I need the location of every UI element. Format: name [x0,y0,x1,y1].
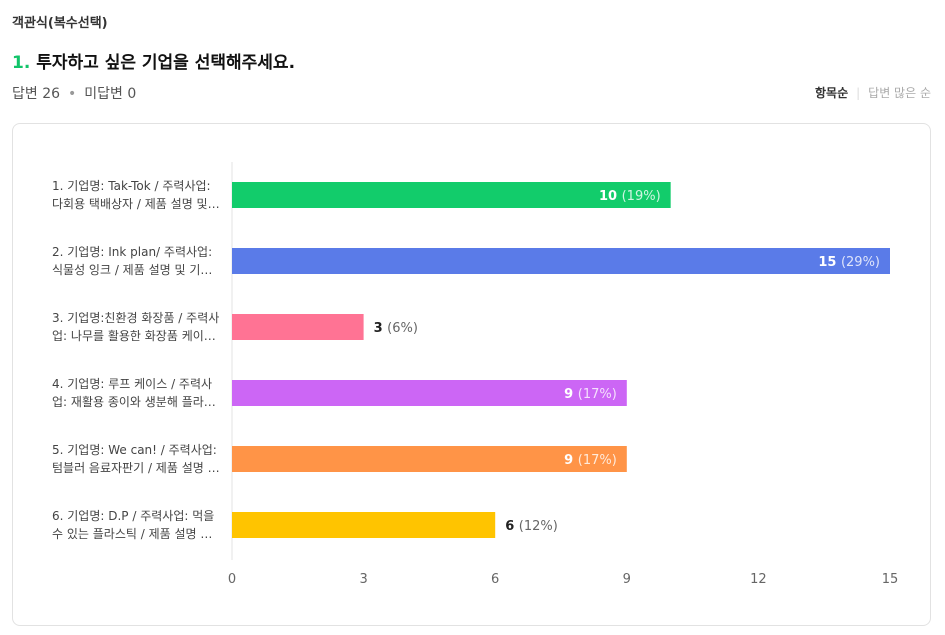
x-tick-label: 0 [228,572,236,587]
data-label: 6 (12%) [505,519,558,534]
category-label: 3. 기업명:친환경 화장품 / 주력사 업: 나무를 활용한 화장품 케이… [52,311,220,343]
sort-by-item[interactable]: 항목순 [814,86,849,100]
answer-stats: 답변 26 • 미답변 0 [12,86,137,102]
bar[interactable] [232,248,890,274]
sort-by-count[interactable]: 답변 많은 순 [868,86,931,100]
bar[interactable] [232,446,627,472]
bar[interactable] [232,512,496,538]
category-label: 2. 기업명: Ink plan/ 주력사업: 식물성 잉크 / 제품 설명 및 … [52,245,213,277]
data-label: 10 (19%) [599,189,661,204]
data-label: 3 (6%) [374,321,418,336]
data-label: 15 (29%) [818,255,880,270]
x-tick-label: 15 [882,572,899,587]
x-tick-label: 12 [750,572,767,587]
x-tick-label: 6 [491,572,499,587]
x-tick-label: 3 [359,572,367,587]
category-label: 4. 기업명: 루프 케이스 / 주력사 업: 재활용 종이와 생분해 플라… [52,377,216,409]
data-label: 9 (17%) [564,453,617,468]
question-type: 객관식(복수선택) [12,16,108,31]
bar[interactable] [232,380,627,406]
category-label: 1. 기업명: Tak-Tok / 주력사업: 다회용 택배상자 / 제품 설명 … [52,179,220,211]
sort-options: 항목순 | 답변 많은 순 [814,86,931,100]
bar[interactable] [232,314,364,340]
data-label: 9 (17%) [564,387,617,402]
question-title: 1. 투자하고 싶은 기업을 선택해주세요. [12,53,296,73]
bar[interactable] [232,182,671,208]
category-label: 6. 기업명: D.P / 주력사업: 먹을 수 있는 플라스틱 / 제품 설명 … [52,509,215,541]
category-label: 5. 기업명: We can! / 주력사업: 텀블러 음료자판기 / 제품 설명… [52,443,220,475]
x-tick-label: 9 [623,572,631,587]
chart-card [12,123,931,626]
